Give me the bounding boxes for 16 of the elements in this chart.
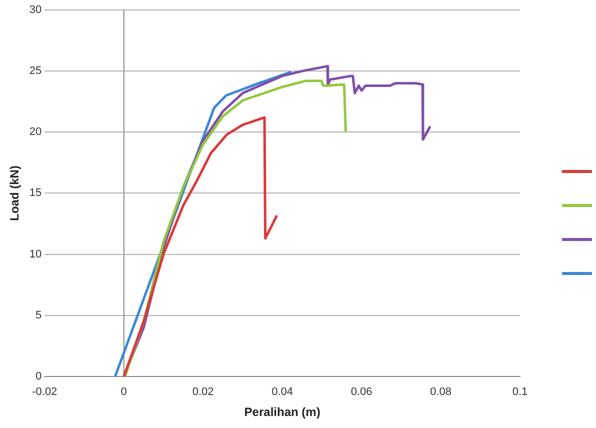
y-tick-label: 5 <box>36 309 42 322</box>
y-tick-label: 0 <box>36 370 42 382</box>
y-axis-title: Load (kN) <box>8 166 22 221</box>
x-axis-title: Peralihan (m) <box>244 405 320 420</box>
y-tick-label: 20 <box>29 126 42 138</box>
y-tick-label: 25 <box>29 65 42 78</box>
y-tick-label: 15 <box>29 187 42 200</box>
y-tick-label: 10 <box>29 248 42 260</box>
x-tick-label: -0.02 <box>32 386 58 398</box>
x-tick-label: 0.1 <box>512 386 528 398</box>
x-tick-label: 0.08 <box>430 386 452 398</box>
x-tick-label: 0.04 <box>272 386 294 398</box>
x-tick-label: 0 <box>120 386 127 398</box>
x-tick-label: 0.02 <box>192 386 214 398</box>
x-tick-label: 0.06 <box>350 386 372 398</box>
y-tick-label: 30 <box>29 4 42 16</box>
